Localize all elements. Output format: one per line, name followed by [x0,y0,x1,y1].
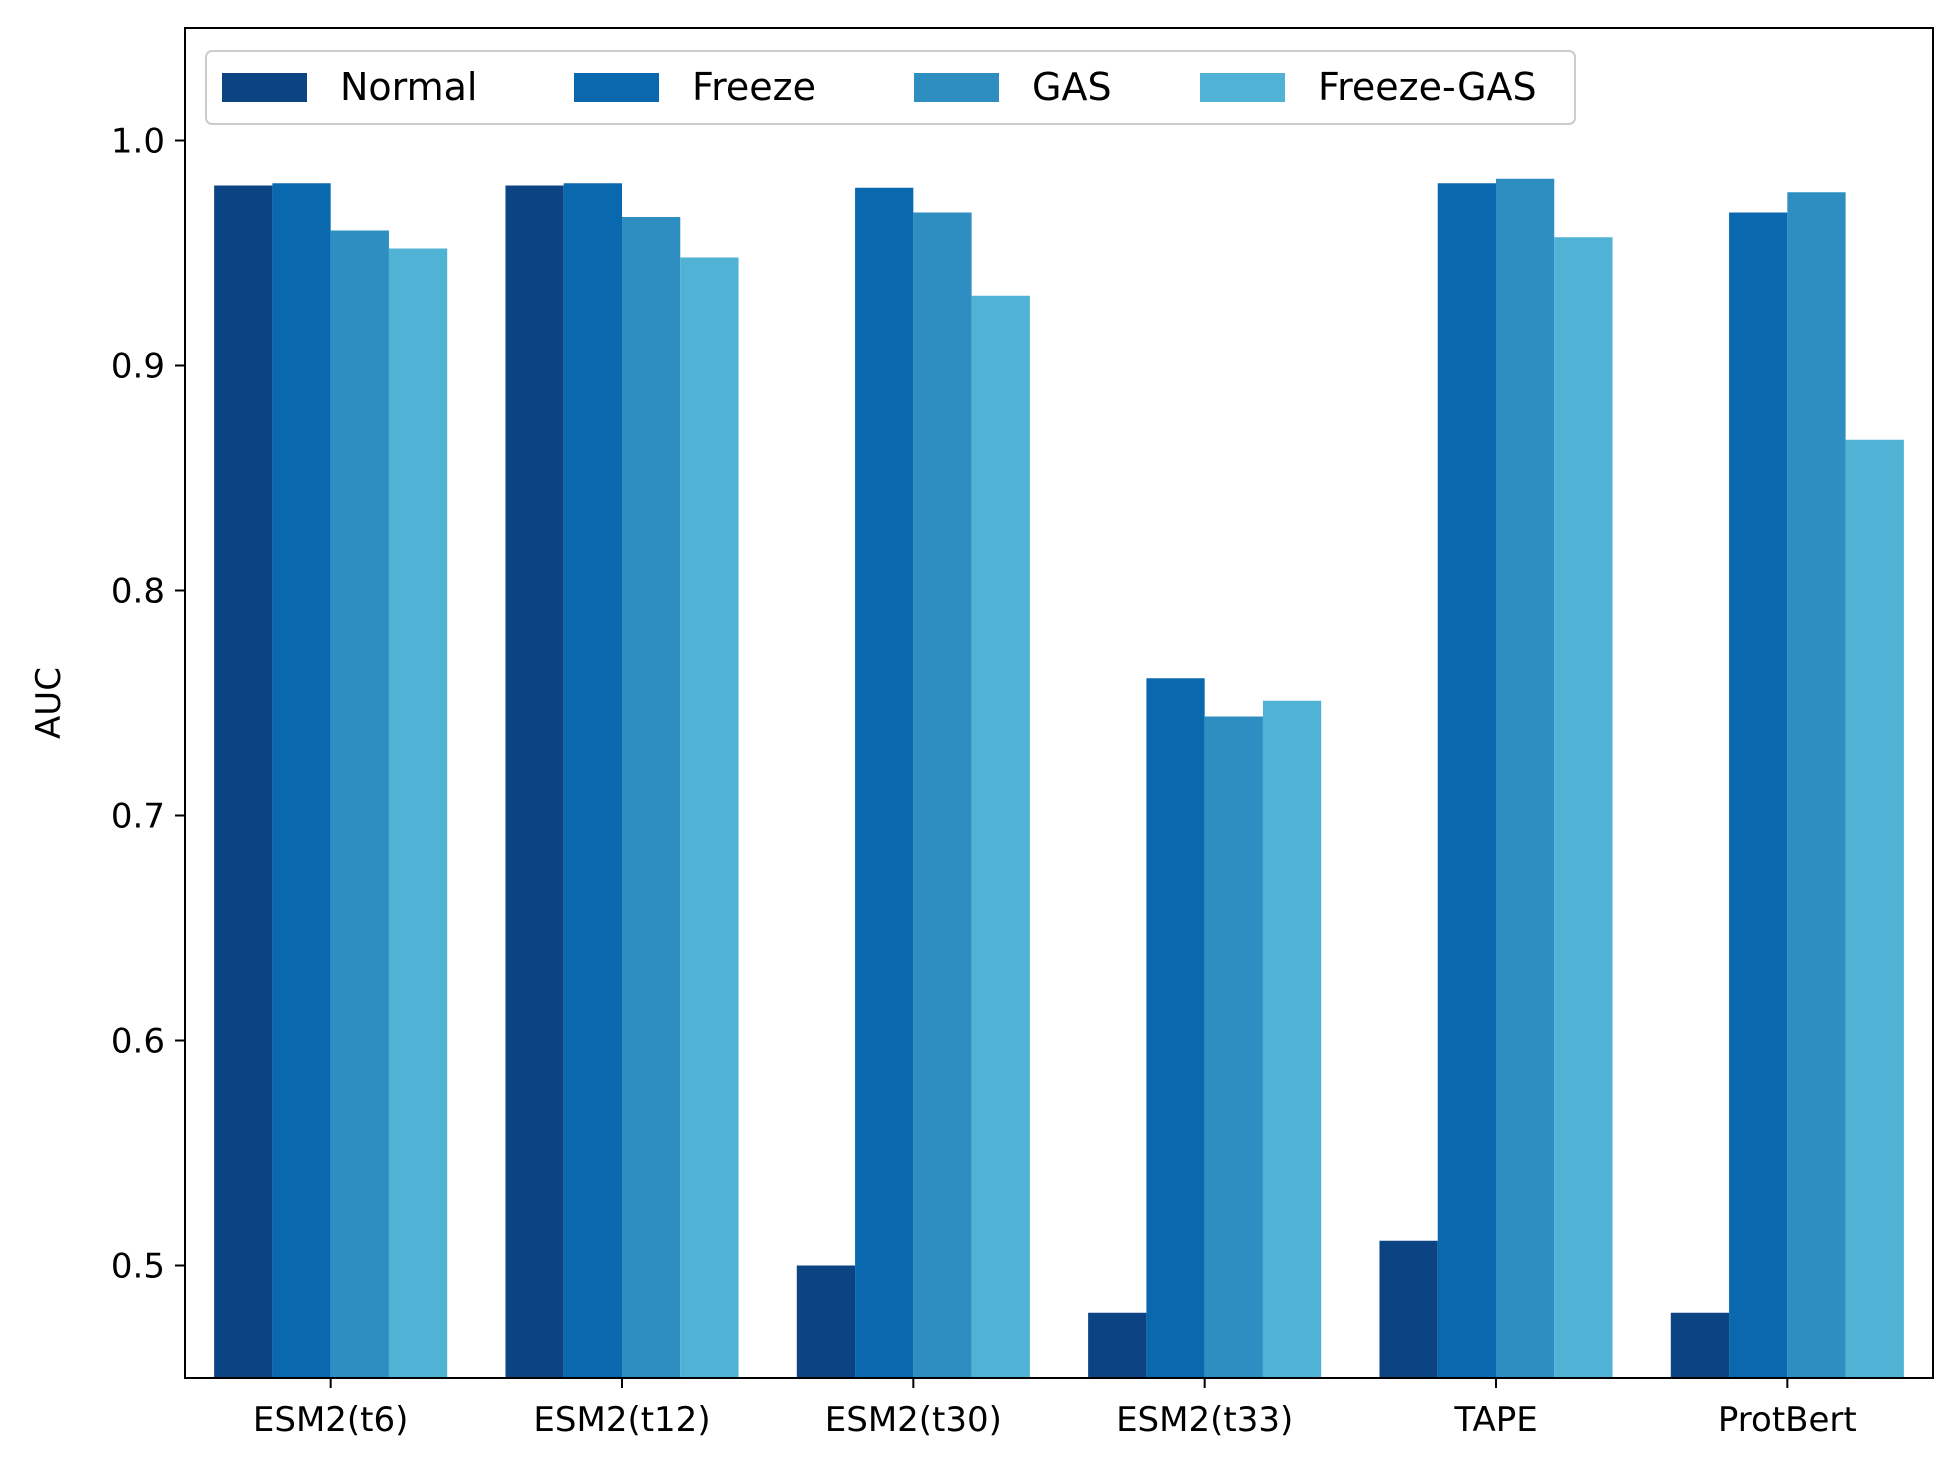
legend-swatch-freeze [574,73,659,102]
bar-gas-2 [622,217,681,1378]
x-tick-label: ESM2(t33) [1116,1400,1293,1440]
bar-normal-2 [505,185,564,1378]
bar-freeze-2 [563,183,622,1378]
bar-gas-4 [1204,716,1263,1378]
y-tick-label: 0.6 [111,1022,165,1062]
legend-label-freeze-gas: Freeze-GAS [1318,65,1537,109]
legend-swatch-gas [914,73,999,102]
y-tick-label: 0.5 [111,1247,165,1287]
bar-normal-5 [1379,1240,1438,1378]
legend-swatch-normal [222,73,307,102]
x-tick-label: TAPE [1453,1400,1537,1440]
legend-label-freeze: Freeze [692,65,816,109]
bar-freeze-1 [272,183,331,1378]
bar-gas-6 [1787,192,1846,1378]
y-tick-label: 1.0 [111,122,165,162]
plot-frame [184,27,1934,1379]
bar-gas-5 [1496,178,1555,1378]
legend-box [205,50,1576,125]
x-tick-label: ProtBert [1718,1400,1857,1440]
bar-normal-4 [1088,1312,1147,1378]
legend-label-normal: Normal [340,65,478,109]
x-tick-label: ESM2(t30) [825,1400,1002,1440]
legend-label-gas: GAS [1032,65,1112,109]
bars-layer [214,178,1904,1378]
bar-freeze-gas-5 [1554,237,1613,1378]
bar-freeze-gas-1 [388,248,448,1378]
y-tick-label: 0.9 [111,347,165,387]
y-tick-label: 0.7 [111,797,165,837]
bar-normal-3 [796,1265,856,1378]
bar-freeze-6 [1729,212,1788,1378]
bar-freeze-5 [1437,183,1496,1378]
x-tick-label: ESM2(t12) [533,1400,710,1440]
legend-swatch-freeze-gas [1200,73,1285,102]
legend: Normal Freeze GAS Freeze-GAS [205,50,1576,125]
y-tick-label: 0.8 [111,572,165,612]
bar-normal-6 [1670,1312,1730,1378]
bar-freeze-gas-3 [971,295,1030,1378]
bar-freeze-gas-6 [1845,439,1904,1378]
bar-gas-3 [913,212,972,1378]
bar-freeze-3 [855,187,914,1378]
bar-freeze-gas-4 [1262,700,1322,1378]
x-tick-label: ESM2(t6) [253,1400,409,1440]
y-axis: 0.5 0.6 0.7 0.8 0.9 1.0 [111,122,185,1287]
bar-gas-1 [330,230,389,1378]
bar-freeze-gas-2 [680,257,739,1378]
bar-normal-1 [214,185,273,1378]
bar-freeze-4 [1146,678,1205,1378]
y-axis-title: AUC [29,667,69,739]
x-axis: ESM2(t6) ESM2(t12) ESM2(t30) ESM2(t33) TAPE P… [253,1378,1857,1440]
